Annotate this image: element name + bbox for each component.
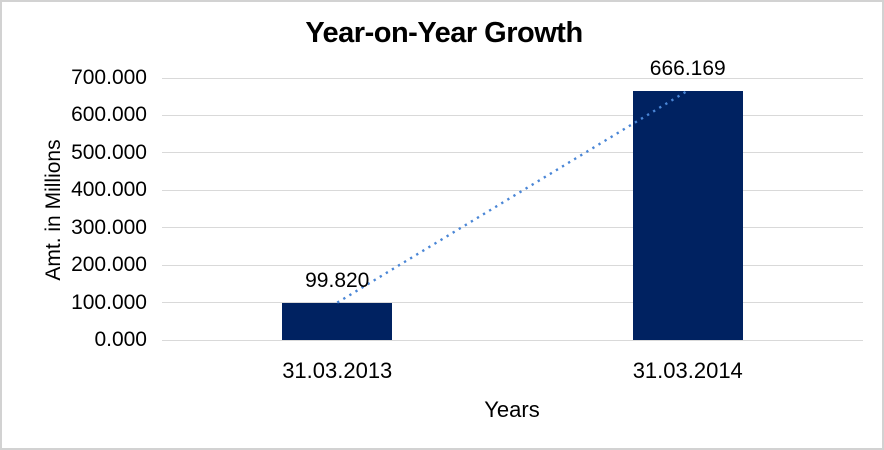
gridline	[162, 152, 863, 154]
gridline	[162, 302, 863, 304]
y-tick-label: 500.000	[71, 140, 147, 164]
plot-area: 99.820 666.169	[162, 57, 863, 341]
gridline	[162, 114, 863, 116]
data-label: 99.820	[305, 268, 370, 292]
y-tick-label: 200.000	[71, 253, 147, 277]
x-axis-title: Years	[484, 397, 540, 422]
data-label: 666.169	[649, 56, 726, 80]
y-tick-label: 300.000	[71, 215, 147, 239]
y-tick-label: 700.000	[71, 66, 147, 89]
trendline	[336, 89, 689, 304]
x-category-label: 31.03.2014	[632, 358, 743, 383]
y-tick-label: 400.000	[71, 178, 147, 202]
x-category-label: 31.03.2013	[282, 358, 393, 383]
gridline	[162, 189, 863, 191]
gridline	[162, 77, 863, 79]
bar-31.03.2014	[632, 90, 743, 340]
gridline	[162, 339, 863, 341]
y-tick-label: 100.000	[71, 290, 147, 314]
y-tick-label: 0.000	[94, 328, 147, 351]
gridline	[162, 227, 863, 229]
chart-title: Year-on-Year Growth	[305, 17, 583, 49]
bar-31.03.2013	[282, 302, 393, 340]
y-tick-label: 600.000	[71, 103, 147, 127]
gridline	[162, 264, 863, 266]
